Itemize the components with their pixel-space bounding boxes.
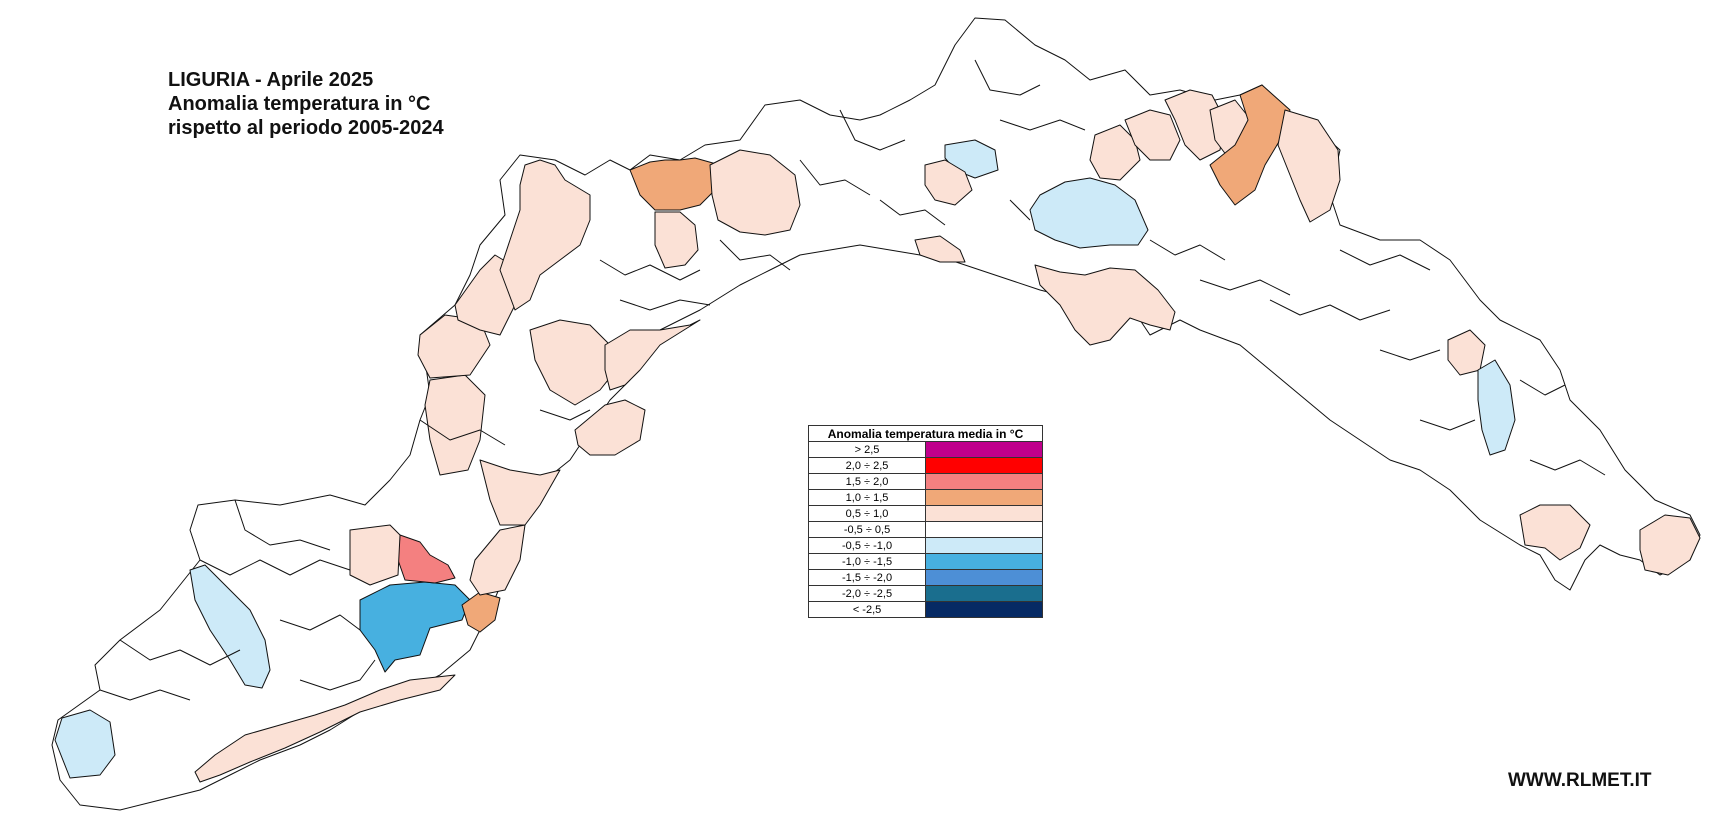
municipality-west-light-blue-1: [54, 709, 116, 779]
legend-header: Anomalia temperatura media in °C: [808, 425, 1043, 442]
municipality-west-light-blue-2: [189, 564, 271, 689]
legend-table: Anomalia temperatura media in °C > 2,5 2,…: [807, 425, 1043, 618]
legend-row: 1,5 ÷ 2,0: [807, 473, 1043, 490]
municipality-peach-south-1: [349, 524, 401, 586]
legend-color-swatch: [925, 585, 1043, 602]
municipality-peach-inland-8: [479, 459, 561, 526]
legend-color-swatch: [925, 553, 1043, 570]
legend-row: 1,0 ÷ 1,5: [807, 489, 1043, 506]
municipality-peach-north-2: [654, 211, 699, 269]
legend-class-label: 1,0 ÷ 1,5: [807, 489, 927, 506]
title-line-1: LIGURIA - Aprile 2025: [168, 69, 374, 91]
legend-class-label: -0,5 ÷ 0,5: [807, 521, 927, 538]
municipality-peach-ne-2: [1124, 109, 1181, 161]
legend-color-swatch: [925, 521, 1043, 538]
legend-color-swatch: [925, 489, 1043, 506]
municipality-peach-ne-1: [1089, 124, 1141, 181]
municipality-peach-east-2: [1519, 504, 1591, 561]
map-title: LIGURIA - Aprile 2025 Anomalia temperatu…: [168, 68, 444, 140]
legend-row: -1,0 ÷ -1,5: [807, 553, 1043, 570]
municipality-coast-west-peach: [194, 674, 456, 783]
legend-class-label: -0,5 ÷ -1,0: [807, 537, 927, 554]
legend-class-label: -2,0 ÷ -2,5: [807, 585, 927, 602]
legend-class-label: 0,5 ÷ 1,0: [807, 505, 927, 522]
municipality-peach-coast-1: [469, 524, 526, 596]
municipality-peach-inland-1: [424, 374, 486, 476]
municipality-peach-ne-5: [1277, 109, 1341, 223]
title-line-2: Anomalia temperatura in °C: [168, 93, 431, 115]
legend-color-swatch: [925, 473, 1043, 490]
municipality-peach-ne-3: [1164, 89, 1226, 161]
legend-row: > 2,5: [807, 441, 1043, 458]
municipality-peach-inland-7: [574, 399, 646, 456]
municipality-red: [397, 534, 456, 584]
legend-color-swatch: [925, 441, 1043, 458]
legend-color-swatch: [925, 537, 1043, 554]
legend-color-swatch: [925, 505, 1043, 522]
legend-row: -0,5 ÷ -1,0: [807, 537, 1043, 554]
legend-row: -0,5 ÷ 0,5: [807, 521, 1043, 538]
legend-class-label: -1,0 ÷ -1,5: [807, 553, 927, 570]
legend-color-swatch: [925, 457, 1043, 474]
municipality-boundaries: [99, 59, 1606, 701]
municipality-peach-inland-2: [417, 314, 491, 379]
legend-class-label: < -2,5: [807, 601, 927, 618]
legend-class-label: 2,0 ÷ 2,5: [807, 457, 927, 474]
legend-row: -1,5 ÷ -2,0: [807, 569, 1043, 586]
municipality-peach-east-3: [1639, 514, 1701, 576]
legend-row: 2,0 ÷ 2,5: [807, 457, 1043, 474]
legend-color-swatch: [925, 569, 1043, 586]
legend-class-label: 1,5 ÷ 2,0: [807, 473, 927, 490]
municipality-peach-center-1: [924, 159, 973, 206]
legend-row: -2,0 ÷ -2,5: [807, 585, 1043, 602]
municipality-peach-north-1: [709, 149, 801, 236]
website-label: WWW.RLMET.IT: [1508, 770, 1652, 791]
legend-row: 0,5 ÷ 1,0: [807, 505, 1043, 522]
municipality-peach-coast-center: [914, 235, 966, 263]
legend-class-label: > 2,5: [807, 441, 927, 458]
municipality-light-blue-east: [1477, 359, 1516, 456]
legend-color-swatch: [925, 601, 1043, 618]
municipality-peach-inland-4: [499, 159, 591, 311]
municipality-peach-inland-6: [604, 319, 701, 391]
municipality-peach-genoa-coast: [1034, 264, 1176, 346]
municipality-light-blue-center: [1029, 177, 1149, 249]
legend-class-label: -1,5 ÷ -2,0: [807, 569, 927, 586]
legend-row: < -2,5: [807, 601, 1043, 618]
municipality-orange-ne: [1209, 84, 1291, 206]
region-outline: [51, 17, 1701, 811]
title-line-3: rispetto al periodo 2005-2024: [168, 117, 444, 139]
